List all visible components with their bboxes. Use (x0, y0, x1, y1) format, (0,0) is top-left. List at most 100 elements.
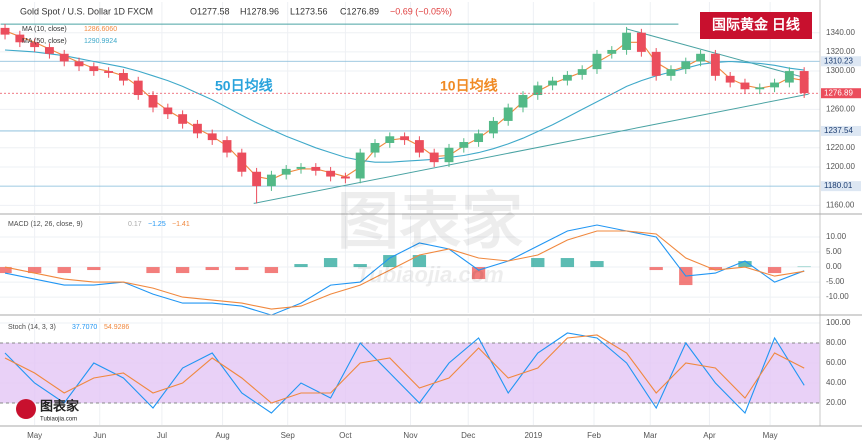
candle-body (118, 72, 128, 81)
pane-value: 37.7070 (72, 324, 97, 331)
y-tick-label: -10.00 (826, 292, 849, 301)
pane-title: MACD (12, 26, close, 9) (8, 221, 83, 228)
candle-body (311, 166, 321, 171)
candle-body (636, 32, 646, 52)
line (4, 230, 805, 310)
histogram-bar (294, 264, 308, 268)
y-tick-label: 60.00 (826, 358, 847, 367)
candle-body (59, 53, 69, 62)
y-tick-label: 1160.00 (826, 200, 855, 209)
level-tag (821, 56, 861, 67)
quote: H1278.96 (240, 6, 279, 16)
logo-text: 图表家 (40, 398, 80, 413)
x-tick-label: Sep (281, 431, 296, 440)
x-tick-label: 2019 (524, 431, 542, 440)
candle-body (326, 170, 336, 177)
candle-body (252, 171, 262, 187)
candle-body (488, 120, 498, 134)
candle-body (89, 66, 99, 72)
x-tick-label: Feb (587, 431, 601, 440)
histogram-bar (323, 258, 338, 268)
candle-body (340, 176, 350, 179)
y-tick-label: 0.00 (826, 262, 842, 271)
chart-title: 国际黄金 日线 (712, 17, 800, 33)
pane-value: 0.17 (128, 221, 142, 228)
candle-body (237, 152, 247, 172)
histogram-bar (87, 267, 101, 271)
histogram-bar (797, 266, 811, 268)
pane-value: −1.41 (172, 221, 190, 228)
y-tick-label: 1320.00 (826, 47, 855, 56)
quote: O1277.58 (190, 6, 230, 16)
histogram-bar (383, 255, 397, 268)
candle-body (148, 95, 158, 108)
histogram-bar (767, 267, 782, 274)
y-tick-label: 1300.00 (826, 66, 855, 75)
y-tick-label: 100.00 (826, 318, 851, 327)
candle-body (725, 75, 735, 83)
quote: −0.69 (−0.05%) (390, 6, 452, 16)
level-label: 1237.54 (824, 126, 853, 135)
histogram-bar (471, 267, 486, 280)
candle-body (222, 140, 232, 153)
histogram-bar (175, 267, 190, 274)
y-tick-label: 5.00 (826, 247, 842, 256)
y-tick-label: 80.00 (826, 338, 847, 347)
candle-body (133, 80, 143, 96)
x-tick-label: Jul (157, 431, 167, 440)
candle-body (0, 27, 10, 35)
legend-label: MA (50, close) (22, 38, 67, 45)
candle-body (30, 42, 40, 48)
candle-body (400, 136, 410, 141)
line (4, 334, 805, 404)
symbol: Gold Spot / U.S. Dollar 1D FXCM (20, 6, 153, 16)
x-tick-label: Mar (643, 431, 657, 440)
candle-body (74, 61, 84, 67)
histogram-bar (205, 267, 219, 271)
candle-body (178, 114, 188, 124)
last-price-tag (821, 88, 861, 99)
pane-value: 54.9286 (104, 324, 129, 331)
candle-body (562, 74, 572, 81)
x-tick-label: Dec (461, 431, 475, 440)
candle-body (104, 71, 114, 73)
candle-body (44, 47, 54, 54)
histogram-bar (560, 258, 575, 268)
legend-value: 1286.6060 (84, 26, 117, 33)
pane-value: −1.25 (148, 221, 166, 228)
histogram-bar (57, 267, 71, 274)
candle-body (163, 107, 173, 115)
histogram-bar (146, 267, 160, 274)
y-tick-label: 10.00 (826, 232, 847, 241)
title-box (700, 12, 812, 39)
y-tick-label: 40.00 (826, 378, 847, 387)
candle-body (548, 80, 558, 86)
x-tick-label: Jun (93, 431, 106, 440)
level-label: 1310.23 (824, 56, 853, 65)
y-tick-label: -5.00 (826, 277, 845, 286)
x-tick-label: Apr (703, 431, 716, 440)
candle-body (385, 136, 395, 143)
x-tick-label: May (763, 431, 778, 440)
candle-body (784, 71, 794, 83)
candle-body (474, 133, 484, 143)
candle-body (740, 82, 750, 90)
candle-body (533, 85, 543, 96)
candle-body (770, 82, 780, 88)
candle-body (459, 142, 469, 148)
candle-body (414, 140, 424, 153)
watermark: Tubiaojia.com (356, 262, 504, 287)
histogram-bar (264, 267, 279, 274)
x-tick-label: May (27, 431, 42, 440)
candle-body (666, 69, 676, 76)
level-tag (821, 181, 861, 192)
histogram-bar (590, 261, 604, 268)
candle-body (518, 95, 528, 108)
annotation: 10日均线 (440, 78, 498, 94)
x-tick-label: Oct (339, 431, 352, 440)
histogram-bar (708, 267, 723, 271)
candle-body (696, 53, 706, 62)
candle-body (429, 152, 439, 163)
legend-label: MA (10, close) (22, 26, 67, 33)
